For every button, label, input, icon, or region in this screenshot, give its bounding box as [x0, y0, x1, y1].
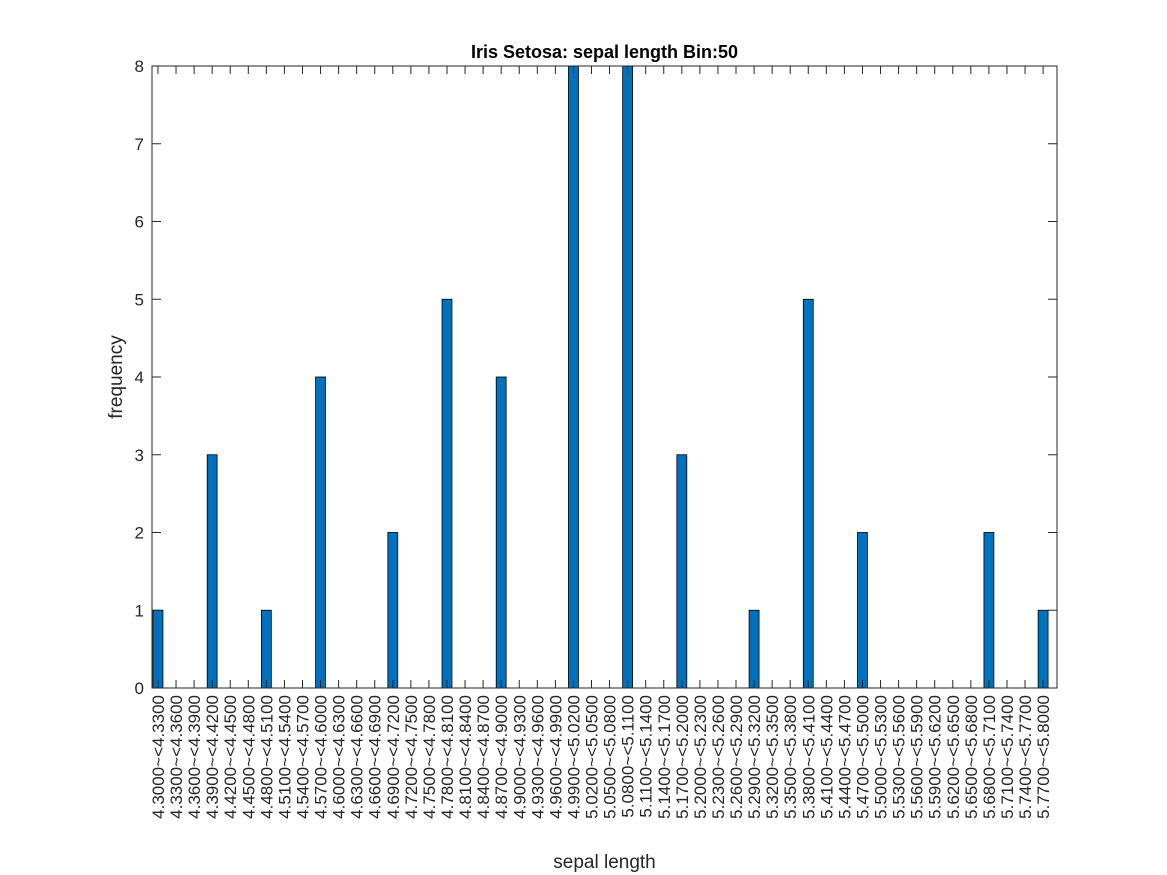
- x-tick-label: 5.2900~<5.3200: [745, 695, 764, 819]
- bar-30: [677, 455, 687, 688]
- x-tick-label: 5.3800~<5.4100: [799, 695, 818, 819]
- x-tick-label: 5.2600~<5.2900: [727, 695, 746, 819]
- x-tick-label: 4.6600~<4.6900: [366, 695, 385, 819]
- x-tick-label: 5.7400~<5.7700: [1016, 695, 1035, 819]
- x-tick-label: 4.7200~<4.7500: [402, 695, 421, 819]
- bar-1: [153, 610, 163, 688]
- x-tick-label: 5.6800~<5.7100: [980, 695, 999, 819]
- bar-4: [207, 455, 217, 688]
- x-tick-label: 4.4800~<4.5100: [257, 695, 276, 819]
- x-tick-label: 4.9900~<5.0200: [564, 695, 583, 819]
- bar-27: [623, 66, 633, 688]
- bar-7: [261, 610, 271, 688]
- x-tick-label: 4.3900~<4.4200: [203, 695, 222, 819]
- x-tick-label: 4.5700~<4.6000: [312, 695, 331, 819]
- x-tick-label: 5.6500~<5.6800: [962, 695, 981, 819]
- y-tick-label: 8: [135, 57, 144, 76]
- bar-17: [442, 299, 452, 688]
- x-tick-label: 5.5000~<5.5300: [872, 695, 891, 819]
- x-tick-label: 4.6900~<4.7200: [384, 695, 403, 819]
- x-tick-label: 5.4100~<5.4400: [817, 695, 836, 819]
- x-tick-label: 4.3300~<4.3600: [167, 695, 186, 819]
- x-tick-label: 5.6200~<5.6500: [944, 695, 963, 819]
- x-tick-label: 4.9300~<4.9600: [528, 695, 547, 819]
- x-tick-label: 4.8100~<4.8400: [456, 695, 475, 819]
- x-tick-label: 4.8700~<4.9000: [492, 695, 511, 819]
- x-tick-label: 4.7500~<4.7800: [420, 695, 439, 819]
- bar-14: [388, 533, 398, 689]
- y-tick-label: 4: [135, 368, 144, 387]
- bar-37: [803, 299, 813, 688]
- x-tick-label: 5.2300~<5.2600: [709, 695, 728, 819]
- x-tick-label: 5.1700~<5.2000: [673, 695, 692, 819]
- bar-50: [1038, 610, 1048, 688]
- x-tick-label: 4.4200~<4.4500: [221, 695, 240, 819]
- x-tick-label: 5.7100~<5.7400: [998, 695, 1017, 819]
- bar-47: [984, 533, 994, 689]
- x-tick-label: 5.2000~<5.2300: [691, 695, 710, 819]
- y-tick-label: 0: [135, 679, 144, 698]
- x-tick-label: 4.4500~<4.4800: [239, 695, 258, 819]
- x-tick-label: 5.1400~<5.1700: [655, 695, 674, 819]
- x-tick-label: 4.3000~<4.3300: [149, 695, 168, 819]
- bar-34: [749, 610, 759, 688]
- x-tick-label: 5.1100~<5.1400: [637, 695, 656, 818]
- x-axis-label: sepal length: [553, 852, 655, 873]
- x-tick-label: 4.8400~<4.8700: [474, 695, 493, 819]
- bar-20: [496, 377, 506, 688]
- y-tick-label: 5: [135, 290, 144, 309]
- x-tick-label: 4.6000~<4.6300: [330, 695, 349, 819]
- y-tick-label: 2: [135, 524, 144, 543]
- x-tick-label: 5.0200~<5.0500: [583, 695, 602, 819]
- plot-area: [152, 66, 1057, 688]
- x-tick-label: 5.5900~<5.6200: [926, 695, 945, 819]
- y-tick-label: 7: [135, 135, 144, 154]
- chart-title: Iris Setosa: sepal length Bin:50: [471, 42, 738, 62]
- bar-24: [568, 66, 578, 688]
- x-tick-label: 4.5100~<4.5400: [275, 695, 294, 819]
- x-tick-label: 5.7700~<5.8000: [1034, 695, 1053, 819]
- x-tick-label: 5.3200~<5.3500: [763, 695, 782, 819]
- y-tick-label: 3: [135, 446, 144, 465]
- x-tick-label: 5.4700~<5.5000: [853, 695, 872, 819]
- y-tick-label: 1: [135, 601, 144, 620]
- x-tick-label: 5.5600~<5.5900: [908, 695, 927, 819]
- x-tick-label: 5.4400~<5.4700: [835, 695, 854, 819]
- y-axis-label: frequency: [106, 335, 127, 419]
- x-tick-label: 4.5400~<4.5700: [293, 695, 312, 819]
- x-tick-label: 4.3600~<4.3900: [185, 695, 204, 819]
- bar-10: [316, 377, 326, 688]
- x-tick-label: 4.9000~<4.9300: [510, 695, 529, 819]
- x-tick-label: 4.6300~<4.6600: [348, 695, 367, 819]
- x-tick-label: 5.0500~<5.0800: [601, 695, 620, 819]
- bar-40: [857, 533, 867, 689]
- x-tick-label: 5.5300~<5.5600: [890, 695, 909, 819]
- x-tick-label: 5.0800~<5.1100: [619, 695, 638, 818]
- x-tick-label: 5.3500~<5.3800: [781, 695, 800, 819]
- x-tick-label: 4.7800~<4.8100: [438, 695, 457, 819]
- x-tick-label: 4.9600~<4.9900: [546, 695, 565, 819]
- y-tick-label: 6: [135, 213, 144, 232]
